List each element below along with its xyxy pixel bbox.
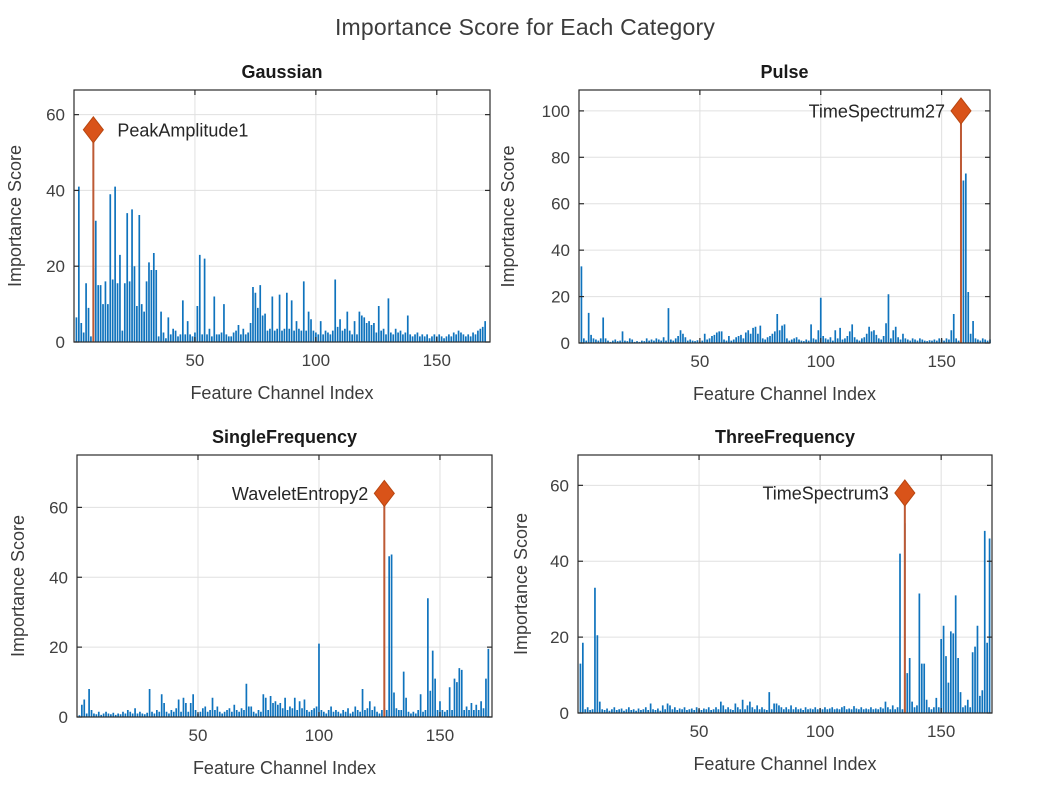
y-tick-label: 60: [550, 476, 569, 495]
y-axis-label: Importance Score: [498, 145, 518, 287]
y-tick-label: 40: [46, 181, 65, 200]
subplot-title: ThreeFrequency: [715, 427, 855, 447]
subplot-title: SingleFrequency: [212, 427, 357, 447]
y-tick-label: 80: [551, 148, 570, 167]
highlight-label: TimeSpectrum3: [762, 483, 888, 503]
y-tick-label: 0: [560, 704, 569, 723]
x-tick-label: 150: [927, 352, 955, 371]
y-tick-label: 60: [49, 498, 68, 517]
gridlines: [579, 90, 990, 343]
subplot-singlefrequency: WaveletEntropy2 50 100 150 0 20 40 60 SingleFreq…: [8, 427, 493, 778]
highlight-label: WaveletEntropy2: [232, 484, 368, 504]
highlight-diamond-marker: [82, 115, 104, 144]
x-axis-label: Feature Channel Index: [693, 384, 876, 404]
axes-box: [577, 454, 993, 714]
x-tick-label: 150: [423, 351, 451, 370]
x-tick-label: 50: [189, 726, 208, 745]
x-tick-label: 150: [927, 722, 955, 741]
subplot-title: Pulse: [760, 62, 808, 82]
y-tick-label: 40: [550, 552, 569, 571]
tick-labels: 50 100 150 0 20 40 60: [46, 106, 451, 370]
subplot-pulse: TimeSpectrum27 50 100 150 0 20 40 60 80 100 Pulse F…: [498, 62, 991, 404]
gridlines: [578, 455, 992, 713]
x-tick-label: 150: [426, 726, 454, 745]
x-axis-label: Feature Channel Index: [193, 758, 376, 778]
x-tick-label: 50: [690, 722, 709, 741]
highlight-diamond-marker: [373, 479, 395, 508]
x-tick-label: 100: [302, 351, 330, 370]
y-tick-label: 20: [49, 638, 68, 657]
highlight-label: PeakAmplitude1: [117, 120, 248, 140]
bars-series: [579, 523, 991, 713]
figure-title: Importance Score for Each Category: [334, 14, 716, 40]
axes-box: [73, 89, 491, 343]
x-tick-label: 50: [690, 352, 709, 371]
y-tick-label: 60: [46, 106, 65, 125]
y-tick-label: 40: [49, 568, 68, 587]
y-axis-label: Importance Score: [8, 515, 28, 657]
y-axis-label: Importance Score: [5, 145, 25, 287]
x-tick-label: 100: [305, 726, 333, 745]
y-axis-label: Importance Score: [511, 513, 531, 655]
bars-series: [75, 186, 487, 342]
highlight-label: TimeSpectrum27: [809, 101, 945, 121]
x-tick-label: 100: [807, 352, 835, 371]
highlight-diamond-marker: [950, 97, 972, 125]
y-tick-label: 60: [551, 195, 570, 214]
tick-labels: 50 100 150 0 20 40 60: [49, 498, 454, 745]
subplot-title: Gaussian: [241, 62, 322, 82]
x-axis-label: Feature Channel Index: [190, 383, 373, 403]
y-tick-label: 0: [56, 333, 65, 352]
y-tick-label: 0: [561, 334, 570, 353]
y-tick-label: 0: [59, 708, 68, 727]
subplot-threefrequency: TimeSpectrum3 50 100 150 0 20 40 60 ThreeFrequen…: [511, 427, 993, 774]
tick-labels: 50 100 150 0 20 40 60 80 100: [542, 102, 956, 371]
gridlines: [74, 90, 490, 342]
highlight-diamond-marker: [894, 479, 916, 507]
x-tick-label: 50: [185, 351, 204, 370]
bars-series: [78, 554, 490, 717]
tick-labels: 50 100 150 0 20 40 60: [550, 476, 955, 741]
y-tick-label: 20: [550, 628, 569, 647]
x-tick-label: 100: [806, 722, 834, 741]
y-tick-label: 20: [551, 288, 570, 307]
y-tick-label: 20: [46, 257, 65, 276]
subplot-gaussian: PeakAmplitude1 50 100 150 0 20 40 60 Gaussian Fea…: [5, 62, 491, 403]
y-tick-label: 100: [542, 102, 570, 121]
bars-series: [580, 173, 991, 343]
x-axis-label: Feature Channel Index: [693, 754, 876, 774]
axes-box: [578, 89, 991, 344]
y-tick-label: 40: [551, 241, 570, 260]
axes-box: [76, 454, 493, 718]
